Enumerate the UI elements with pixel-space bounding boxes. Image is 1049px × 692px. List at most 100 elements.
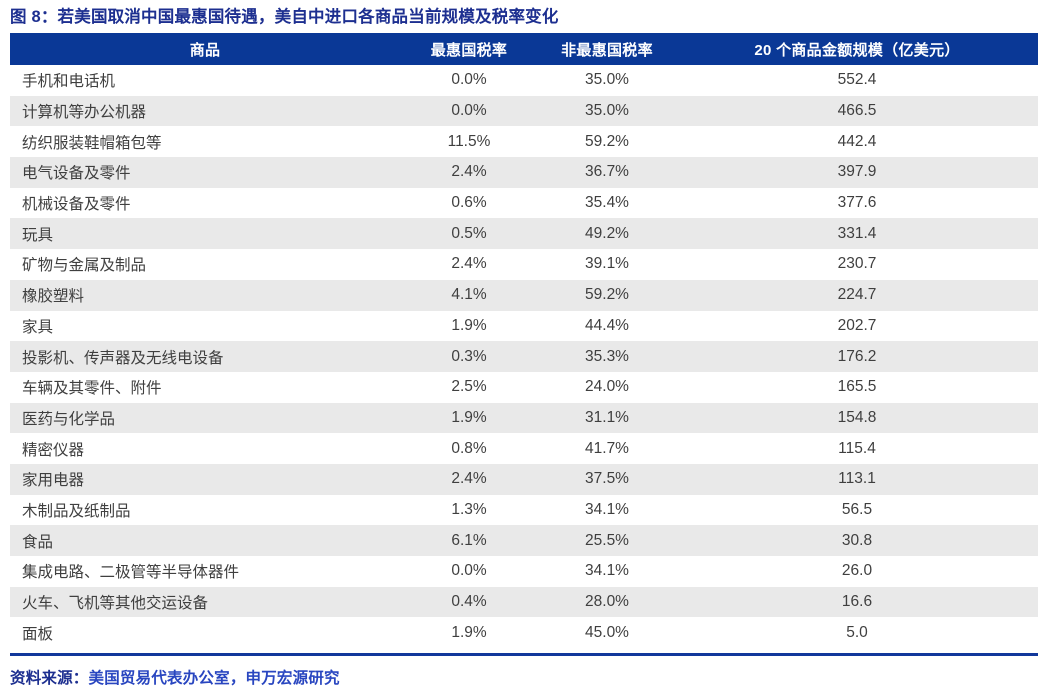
amount-cell: 5.0 xyxy=(846,623,868,641)
table-row: 集成电路、二极管等半导体器件 0.0% 34.1% 26.0 xyxy=(10,556,1038,587)
mfn-rate-cell: 6.1% xyxy=(451,531,487,549)
source-line: 资料来源：美国贸易代表办公室，申万宏源研究 xyxy=(10,666,1038,688)
non-mfn-rate-cell: 24.0% xyxy=(585,378,629,396)
mfn-rate-cell: 11.5% xyxy=(447,132,491,150)
mfn-rate-cell: 1.9% xyxy=(451,316,487,334)
mfn-rate-cell: 1.3% xyxy=(451,500,487,518)
amount-cell: 26.0 xyxy=(841,562,873,580)
source-label: 资料来源： xyxy=(10,670,89,688)
non-mfn-rate-cell: 35.0% xyxy=(585,71,629,89)
table-row: 精密仪器 0.8% 41.7% 115.4 xyxy=(10,433,1038,464)
table-row: 食品 6.1% 25.5% 30.8 xyxy=(10,525,1038,556)
table-row: 医药与化学品 1.9% 31.1% 154.8 xyxy=(10,402,1038,434)
mfn-rate-cell: 4.1% xyxy=(451,286,487,304)
non-mfn-rate-cell: 28.0% xyxy=(585,593,629,611)
amount-cell: 377.6 xyxy=(837,194,877,212)
figure-title: 图 8：若美国取消中国最惠国待遇，美自中进口各商品当前规模及税率变化 xyxy=(10,8,559,26)
table-row: 家具 1.9% 44.4% 202.7 xyxy=(10,311,1038,342)
table-row: 机械设备及零件 0.6% 35.4% 377.6 xyxy=(10,188,1038,219)
mfn-rate-cell: 0.5% xyxy=(451,224,487,242)
table-row: 橡胶塑料 4.1% 59.2% 224.7 xyxy=(10,279,1038,311)
table-row: 玩具 0.5% 49.2% 331.4 xyxy=(10,218,1038,250)
non-mfn-rate-cell: 34.1% xyxy=(585,562,629,580)
amount-cell: 552.4 xyxy=(837,71,877,89)
mfn-rate-cell: 0.3% xyxy=(451,347,487,365)
source-text: 美国贸易代表办公室，申万宏源研究 xyxy=(88,670,340,688)
product-cell: 投影机、传声器及无线电设备 xyxy=(22,349,224,367)
table-row: 纺织服装鞋帽箱包等 11.5% 59.2% 442.4 xyxy=(10,126,1038,157)
product-cell: 集成电路、二极管等半导体器件 xyxy=(22,564,240,582)
non-mfn-rate-cell: 25.5% xyxy=(585,531,629,549)
mfn-rate-cell: 0.0% xyxy=(451,102,487,120)
product-cell: 木制品及纸制品 xyxy=(22,502,131,520)
data-table: 商品 最惠国税率 非最惠国税率 20 个商品金额规模（亿美元） 手机和电话机 0.… xyxy=(10,33,1038,648)
mfn-rate-cell: 1.9% xyxy=(451,408,487,426)
amount-cell: 165.5 xyxy=(837,378,877,396)
amount-cell: 230.7 xyxy=(837,255,877,273)
amount-cell: 176.2 xyxy=(837,347,877,365)
amount-cell: 331.4 xyxy=(837,224,877,242)
table-row: 火车、飞机等其他交运设备 0.4% 28.0% 16.6 xyxy=(10,586,1038,618)
table-row: 电气设备及零件 2.4% 36.7% 397.9 xyxy=(10,157,1038,188)
product-cell: 橡胶塑料 xyxy=(22,288,85,306)
table-row: 木制品及纸制品 1.3% 34.1% 56.5 xyxy=(10,495,1038,526)
mfn-rate-cell: 0.0% xyxy=(451,71,487,89)
non-mfn-rate-cell: 35.3% xyxy=(585,347,629,365)
non-mfn-rate-cell: 59.2% xyxy=(585,132,629,150)
amount-cell: 224.7 xyxy=(837,286,877,304)
non-mfn-rate-cell: 36.7% xyxy=(585,163,629,181)
amount-cell: 154.8 xyxy=(837,408,877,426)
mfn-rate-cell: 0.0% xyxy=(451,562,487,580)
non-mfn-rate-cell: 39.1% xyxy=(585,255,629,273)
product-cell: 火车、飞机等其他交运设备 xyxy=(22,595,209,613)
product-cell: 医药与化学品 xyxy=(22,410,116,428)
product-cell: 车辆及其零件、附件 xyxy=(22,380,162,398)
non-mfn-rate-cell: 41.7% xyxy=(585,439,629,457)
non-mfn-rate-cell: 31.1% xyxy=(585,408,629,426)
col-header-mfn-rate: 最惠国税率 xyxy=(400,33,538,65)
table-row: 家用电器 2.4% 37.5% 113.1 xyxy=(10,463,1038,495)
table-row: 车辆及其零件、附件 2.5% 24.0% 165.5 xyxy=(10,372,1038,403)
non-mfn-rate-cell: 35.0% xyxy=(585,102,629,120)
product-cell: 面板 xyxy=(22,625,54,643)
table-row: 投影机、传声器及无线电设备 0.3% 35.3% 176.2 xyxy=(10,341,1038,372)
product-cell: 纺织服装鞋帽箱包等 xyxy=(22,134,162,152)
amount-cell: 113.1 xyxy=(838,470,876,488)
col-header-product: 商品 xyxy=(10,33,400,65)
product-cell: 食品 xyxy=(22,533,54,551)
mfn-rate-cell: 1.9% xyxy=(451,623,487,641)
product-cell: 计算机等办公机器 xyxy=(22,104,147,122)
non-mfn-rate-cell: 49.2% xyxy=(585,224,629,242)
amount-cell: 442.4 xyxy=(837,132,877,150)
non-mfn-rate-cell: 44.4% xyxy=(585,316,629,334)
non-mfn-rate-cell: 37.5% xyxy=(585,470,629,488)
mfn-rate-cell: 0.8% xyxy=(451,439,487,457)
amount-cell: 397.9 xyxy=(837,163,877,181)
amount-cell: 202.7 xyxy=(837,316,877,334)
product-cell: 家用电器 xyxy=(22,472,85,490)
amount-cell: 56.5 xyxy=(841,500,873,518)
product-cell: 电气设备及零件 xyxy=(22,165,131,183)
mfn-rate-cell: 2.4% xyxy=(451,255,487,273)
amount-cell: 30.8 xyxy=(841,531,873,549)
mfn-rate-cell: 2.4% xyxy=(451,163,487,181)
col-header-non-mfn-rate: 非最惠国税率 xyxy=(538,33,676,65)
footer-divider xyxy=(10,653,1038,657)
non-mfn-rate-cell: 35.4% xyxy=(585,194,629,212)
table-header: 商品 最惠国税率 非最惠国税率 20 个商品金额规模（亿美元） xyxy=(10,33,1038,65)
product-cell: 机械设备及零件 xyxy=(22,196,131,214)
product-cell: 玩具 xyxy=(22,226,54,244)
mfn-rate-cell: 0.6% xyxy=(451,194,487,212)
product-cell: 矿物与金属及制品 xyxy=(22,257,147,275)
non-mfn-rate-cell: 34.1% xyxy=(585,500,629,518)
non-mfn-rate-cell: 45.0% xyxy=(585,623,629,641)
table-header-row: 商品 最惠国税率 非最惠国税率 20 个商品金额规模（亿美元） xyxy=(10,33,1038,65)
mfn-rate-cell: 0.4% xyxy=(451,593,487,611)
product-cell: 手机和电话机 xyxy=(22,73,116,91)
amount-cell: 466.5 xyxy=(837,102,877,120)
table-body: 手机和电话机 0.0% 35.0% 552.4 计算机等办公机器 0.0% 35.0% 466… xyxy=(10,65,1038,648)
col-header-import-amount: 20 个商品金额规模（亿美元） xyxy=(676,33,1038,65)
mfn-rate-cell: 2.4% xyxy=(451,470,487,488)
amount-cell: 115.4 xyxy=(838,439,876,457)
